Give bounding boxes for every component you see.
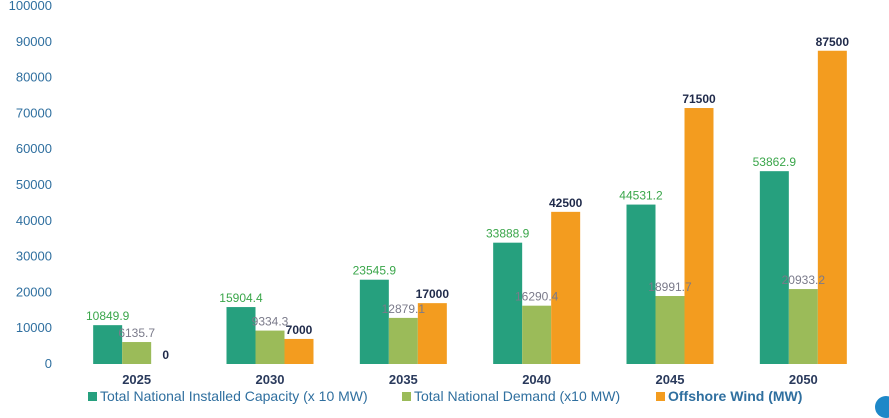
legend-swatch-series2: [402, 392, 411, 401]
legend-swatch-series3: [656, 392, 665, 401]
corner-accent-shape: [875, 396, 889, 418]
data-label-series2: 6135.7: [118, 326, 155, 340]
legend-swatch-series1: [88, 392, 97, 401]
y-tick-label: 100000: [9, 0, 52, 13]
data-label-series1: 33888.9: [486, 227, 530, 241]
legend: Total National Installed Capacity (x 10 …: [88, 388, 802, 404]
y-tick-label: 0: [45, 356, 52, 371]
y-tick-label: 20000: [16, 284, 52, 299]
bar-series2-2025: [122, 342, 152, 364]
x-tick-label: 2035: [389, 372, 418, 387]
data-label-series1: 10849.9: [86, 309, 130, 323]
bar-series1-2025: [93, 325, 123, 364]
data-label-series2: 18991.7: [648, 280, 692, 294]
x-tick-label: 2030: [256, 372, 285, 387]
data-label-series3: 87500: [816, 35, 850, 49]
x-tick-label: 2045: [656, 372, 685, 387]
y-tick-label: 90000: [16, 34, 52, 49]
data-label-series3: 71500: [682, 92, 716, 106]
data-label-series3: 7000: [286, 323, 313, 337]
bar-series2-2045: [655, 296, 685, 364]
data-label-series2: 16290.4: [515, 290, 559, 304]
x-tick-label: 2050: [789, 372, 818, 387]
bar-series3-2045: [684, 108, 714, 364]
y-axis: 0 10000 20000 30000 40000 50000 60000 70000 8000…: [9, 0, 52, 371]
data-label-series3: 42500: [549, 196, 583, 210]
data-label-series1: 44531.2: [619, 189, 663, 203]
bar-series2-2050: [788, 289, 818, 364]
data-label-series2: 9334.3: [252, 315, 289, 329]
x-tick-label: 2040: [522, 372, 551, 387]
bar-series2-2030: [255, 330, 285, 364]
data-label-series2: 12879.1: [382, 302, 426, 316]
bar-series2-2035: [388, 317, 418, 364]
x-axis: 2025 2030 2035 2040 2045 2050: [122, 372, 818, 387]
bar-series1-2045: [626, 204, 656, 364]
bar-series1-2050: [759, 171, 789, 364]
x-tick-label: 2025: [122, 372, 151, 387]
bar-series3-2050: [817, 50, 847, 364]
bar-series1-2030: [226, 307, 256, 364]
data-label-series1: 15904.4: [219, 291, 263, 305]
legend-label-series1: Total National Installed Capacity (x 10 …: [100, 388, 368, 404]
bar-series3-2040: [551, 211, 581, 364]
y-tick-label: 80000: [16, 70, 52, 85]
data-label-series2: 20933.2: [782, 273, 826, 287]
bar-series3-2035: [417, 303, 447, 364]
y-tick-label: 50000: [16, 177, 52, 192]
bars-group: [93, 50, 847, 364]
bar-series2-2040: [522, 305, 552, 364]
bar-series1-2040: [493, 242, 523, 364]
data-label-series3: 0: [162, 348, 169, 362]
y-tick-label: 10000: [16, 320, 52, 335]
y-tick-label: 60000: [16, 141, 52, 156]
bar-series3-2030: [284, 338, 314, 364]
y-tick-label: 70000: [16, 105, 52, 120]
data-label-series1: 53862.9: [753, 155, 797, 169]
data-label-series1: 23545.9: [353, 264, 397, 278]
legend-label-series3: Offshore Wind (MW): [668, 388, 802, 404]
bar-series1-2035: [359, 279, 389, 364]
data-label-series3: 17000: [416, 287, 450, 301]
y-tick-label: 40000: [16, 213, 52, 228]
legend-label-series2: Total National Demand (x10 MW): [414, 388, 620, 404]
y-tick-label: 30000: [16, 249, 52, 264]
